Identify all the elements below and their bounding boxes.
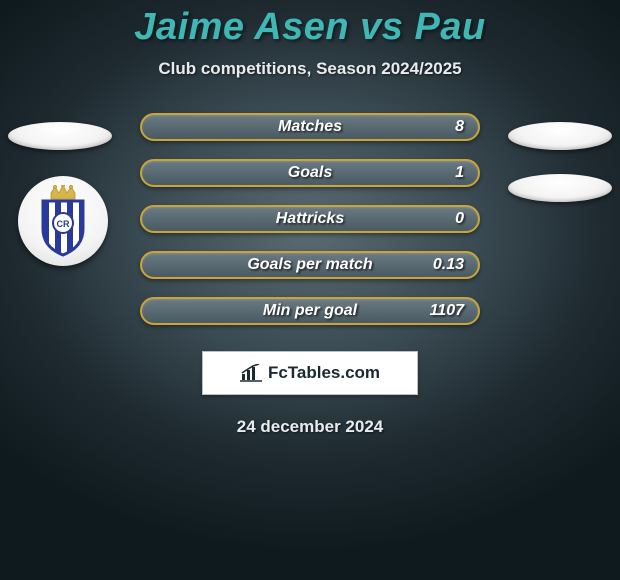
comparison-card: Jaime Asen vs Pau Club competitions, Sea… [0,0,620,580]
stat-value-right: 1 [455,164,464,182]
stat-label: Goals [142,164,478,182]
stat-bar-hattricks: Hattricks 0 [140,205,480,233]
stat-label: Hattricks [142,210,478,228]
stat-label: Goals per match [142,256,478,274]
date-stamp: 24 december 2024 [0,417,620,437]
stat-bar-matches: Matches 8 [140,113,480,141]
subtitle: Club competitions, Season 2024/2025 [0,59,620,79]
bar-chart-icon [240,364,262,382]
stat-value-right: 1107 [430,302,464,320]
stat-bar-min-per-goal: Min per goal 1107 [140,297,480,325]
stat-bar-goals: Goals 1 [140,159,480,187]
stat-bar-goals-per-match: Goals per match 0.13 [140,251,480,279]
stat-value-right: 8 [455,118,464,136]
stat-value-right: 0.13 [433,256,464,274]
stat-value-right: 0 [455,210,464,228]
stat-bars: Matches 8 Goals 1 Hattricks 0 Goals per … [0,113,620,325]
brand-box[interactable]: FcTables.com [202,351,418,395]
stat-label: Matches [142,118,478,136]
brand-text: FcTables.com [268,363,380,383]
page-title: Jaime Asen vs Pau [0,0,620,49]
stat-label: Min per goal [142,302,478,320]
